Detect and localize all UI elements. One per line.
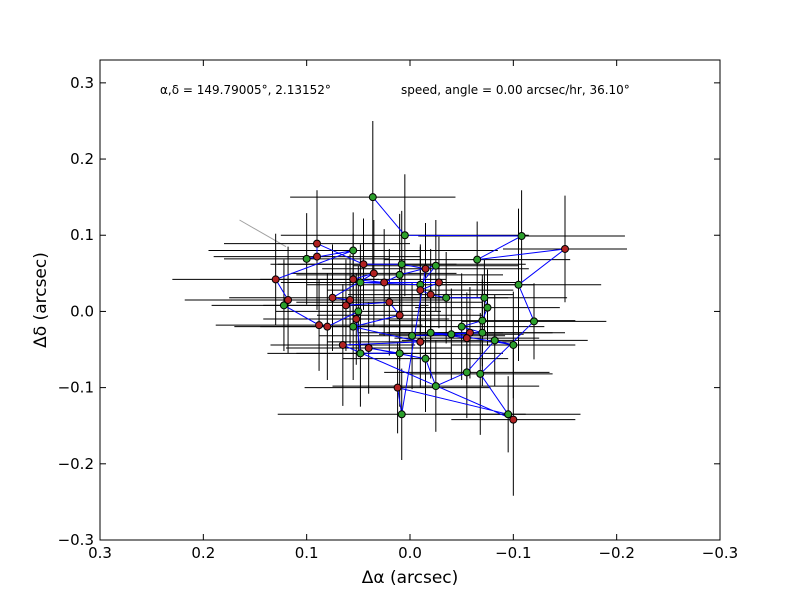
red-data-point — [395, 311, 404, 320]
red-data-point — [380, 278, 389, 287]
green-data-point — [480, 293, 489, 302]
red-data-point — [346, 296, 355, 304]
direction-line — [239, 219, 287, 248]
y-tick-label: 0.2 — [70, 150, 94, 168]
green-data-point — [504, 410, 513, 419]
green-data-point — [442, 293, 451, 302]
green-data-point — [462, 368, 471, 377]
green-data-point — [356, 349, 365, 358]
green-data-point — [354, 307, 363, 316]
errorbar-layer — [172, 120, 627, 496]
green-data-point — [397, 410, 406, 419]
green-data-point — [473, 255, 482, 264]
x-axis-label: Δα (arcsec) — [362, 568, 459, 588]
red-data-point — [323, 322, 332, 331]
green-data-point — [490, 336, 499, 345]
green-data-point — [530, 317, 538, 326]
annotation-coordinates: α,δ = 149.79005°, 2.13152° — [160, 83, 331, 97]
green-data-point — [509, 340, 518, 349]
green-data-point — [349, 322, 358, 331]
red-data-point — [462, 334, 471, 343]
y-tick-label: 0.0 — [70, 302, 94, 320]
red-data-point — [393, 383, 402, 392]
green-data-point — [431, 382, 440, 391]
x-tick-label: 0.3 — [88, 544, 112, 562]
red-data-point — [341, 301, 350, 310]
green-data-point — [447, 330, 456, 339]
red-data-point — [421, 264, 430, 273]
red-data-point — [315, 321, 324, 330]
red-data-point — [338, 340, 347, 349]
y-tick-label: 0.3 — [70, 74, 94, 92]
green-data-point — [395, 270, 404, 279]
green-data-point — [408, 331, 417, 340]
green-data-point — [421, 354, 430, 363]
tick-layer: 0.3 0.2 0.1 0.0 −0.1 −0.2 −0.3 −0.3 −0.2 −0.1 0.0 0… — [58, 60, 738, 562]
annotation-speed-angle: speed, angle = 0.00 arcsec/hr, 36.10° — [401, 83, 630, 97]
x-tick-label: −0.3 — [702, 544, 738, 562]
green-data-point — [457, 322, 466, 331]
red-data-point — [313, 239, 321, 248]
red-data-point — [385, 298, 394, 307]
red-data-point — [352, 315, 361, 324]
green-data-point — [349, 246, 358, 255]
green-data-point — [478, 316, 487, 325]
green-data-point — [279, 301, 288, 310]
red-data-point — [509, 415, 518, 424]
red-data-point — [369, 269, 378, 278]
red-data-point — [434, 278, 443, 287]
red-data-point — [359, 260, 368, 269]
x-tick-label: 0.1 — [295, 544, 319, 562]
red-data-point — [426, 290, 435, 299]
green-data-point — [356, 278, 365, 287]
red-data-point — [561, 244, 569, 253]
y-tick-label: 0.1 — [70, 226, 94, 244]
green-data-point — [478, 328, 487, 337]
y-axis-label: Δδ (arcsec) — [31, 252, 51, 348]
red-data-point — [416, 337, 425, 346]
red-data-point — [284, 296, 293, 304]
y-tick-label: −0.1 — [58, 379, 94, 397]
red-data-point — [416, 286, 425, 295]
green-data-point — [400, 231, 409, 240]
x-tick-label: 0.2 — [191, 544, 215, 562]
y-tick-label: −0.2 — [58, 455, 94, 473]
green-data-point — [426, 328, 435, 337]
green-data-point — [302, 254, 311, 263]
x-tick-label: −0.2 — [598, 544, 634, 562]
green-data-point — [431, 261, 440, 270]
green-data-point — [483, 303, 492, 312]
green-data-point — [514, 280, 523, 289]
red-data-point — [364, 344, 373, 352]
red-data-point — [313, 252, 321, 261]
direction-line-layer — [239, 219, 287, 248]
green-data-point — [476, 369, 485, 378]
x-tick-label: −0.1 — [495, 544, 531, 562]
red-data-point — [349, 275, 358, 284]
y-tick-label: −0.3 — [58, 531, 94, 549]
green-data-point — [395, 349, 404, 358]
green-data-point — [517, 232, 526, 240]
red-data-point — [271, 275, 280, 284]
red-data-point — [328, 293, 337, 302]
green-data-point — [368, 193, 377, 202]
green-data-point — [397, 260, 406, 269]
x-tick-label: 0.0 — [398, 544, 422, 562]
marker-layer — [271, 193, 569, 424]
